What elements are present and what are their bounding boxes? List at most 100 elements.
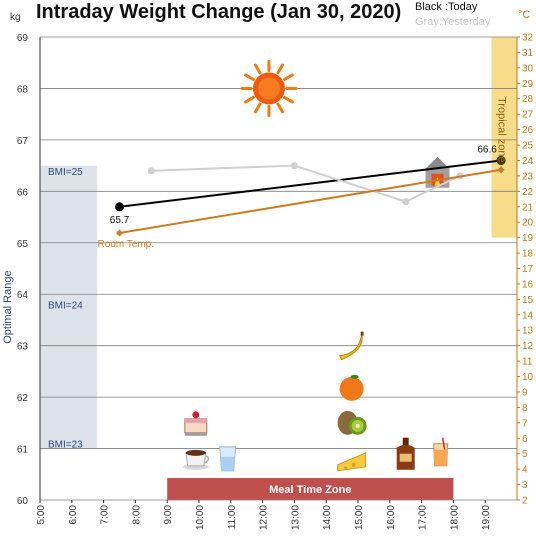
x-tick-label: 16:00 [386,505,397,530]
data-point-today-end [496,155,506,165]
kiwi-icon [337,410,367,435]
series-line-room_temp [119,168,502,234]
legend-today: Black :Today [415,1,478,13]
x-tick-label: 9:00 [163,505,174,525]
y-tick-label: 62 [17,393,29,404]
banana-icon [338,331,364,361]
series-line-yesterday [151,164,461,203]
x-tick-label: 7:00 [100,505,111,525]
cake-icon [184,411,208,436]
y2-tick-label: 12 [522,341,534,352]
y2-axis-unit: °C [518,9,530,21]
chart-title: Intraday Weight Change (Jan 30, 2020) [36,1,401,23]
y2-tick-label: 11 [522,357,533,368]
x-tick-label: 6:00 [68,505,79,525]
y2-tick-label: 22 [522,187,534,198]
y2-tick-label: 23 [522,171,534,182]
y2-tick-label: 17 [522,264,534,275]
y2-tick-label: 31 [522,48,534,59]
bmi-marker-label: BMI=24 [48,301,83,312]
cheese-icon [337,452,367,472]
bmi-marker-label: BMI=25 [48,167,83,178]
data-point-yesterday [402,198,410,206]
water-glass-icon [219,446,237,472]
y2-tick-label: 19 [522,233,534,244]
series [115,155,506,237]
y2-tick-label: 32 [522,33,534,44]
sun-icon [240,59,298,117]
data-label: 65.7 [110,215,130,226]
background-bands [40,37,517,500]
y2-tick-label: 20 [522,218,534,229]
room-temp-label: Room Temp. [98,239,155,250]
y2-tick-label: 21 [522,202,534,213]
x-tick-label: 11:00 [227,505,238,530]
y-tick-label: 60 [17,496,29,507]
orange-icon [339,374,364,401]
data-point-yesterday [147,167,155,175]
x-tick-label: 18:00 [449,505,460,530]
bmi-marker-label: BMI=23 [48,439,83,450]
x-tick-label: 5:00 [36,505,47,525]
y2-tick-label: 3 [522,480,528,491]
x-tick-label: 15:00 [354,505,365,530]
y-tick-label: 67 [17,136,29,147]
y2-tick-label: 7 [522,418,528,429]
tropical-zone-band [491,37,517,238]
y2-tick-label: 18 [522,249,534,260]
y2-tick-label: 30 [522,63,534,74]
y-tick-label: 68 [17,84,29,95]
x-axis-ticks: 5:00 6:00 7:00 8:00 9:00 10:00 11:00 12:00 13:00… [36,500,492,530]
data-point-yesterday [290,162,298,170]
y2-tick-label: 29 [522,79,534,90]
y-tick-label: 69 [17,33,29,44]
gridlines [40,36,517,501]
y2-tick-label: 5 [522,449,528,460]
meal-time-zone-label: Meal Time Zone [269,484,351,496]
y-axis-ticks: 60 61 62 63 64 65 66 67 68 69 [17,33,29,507]
y2-tick-label: 2 [522,496,528,507]
optimal-range-label: Optimal Range [2,270,14,343]
y-tick-label: 66 [17,187,29,198]
y2-tick-label: 25 [522,141,534,152]
tropical-zone-label: Tropical zone [496,97,508,163]
y2-tick-label: 6 [522,434,528,445]
y2-tick-label: 28 [522,94,534,105]
optimal-range-band [40,165,98,449]
icons [182,59,450,472]
y-tick-label: 64 [17,290,29,301]
y2-tick-label: 10 [522,372,534,383]
y2-tick-label: 9 [522,387,528,398]
y-tick-label: 63 [17,342,29,353]
y2-tick-label: 8 [522,403,528,414]
juice-glass-icon [433,437,449,467]
data-point-room_temp [116,229,123,237]
annotations: Optimal Range BMI=25 BMI=24 BMI=23 Tropical … [2,97,508,496]
meal-time-zone [167,478,454,500]
data-point-room_temp [497,166,505,174]
data-point-today [115,202,124,212]
y2-tick-label: 13 [522,326,534,337]
y2-tick-label: 26 [522,125,534,136]
y2-tick-label: 24 [522,156,534,167]
x-tick-label: 14:00 [322,505,333,530]
data-label: 66.6 [477,144,497,155]
y2-axis-ticks: 2345678910111213141516171819202122232425… [517,33,534,507]
y2-tick-label: 14 [522,310,534,321]
y-axis-unit: kg [10,12,21,23]
x-tick-label: 17:00 [418,505,429,530]
x-tick-label: 10:00 [195,505,206,530]
y2-tick-label: 16 [522,279,534,290]
y2-tick-label: 4 [522,465,528,476]
legend-yesterday: Gray:Yesterday [415,16,491,28]
x-tick-label: 13:00 [290,505,301,530]
y-tick-label: 61 [17,445,29,456]
x-tick-label: 12:00 [259,505,270,530]
x-tick-label: 8:00 [131,505,142,525]
y-tick-label: 65 [17,239,29,250]
x-tick-label: 19:00 [481,505,492,530]
y2-tick-label: 27 [522,110,534,121]
y2-tick-label: 15 [522,295,534,306]
series-line-today [119,159,502,208]
